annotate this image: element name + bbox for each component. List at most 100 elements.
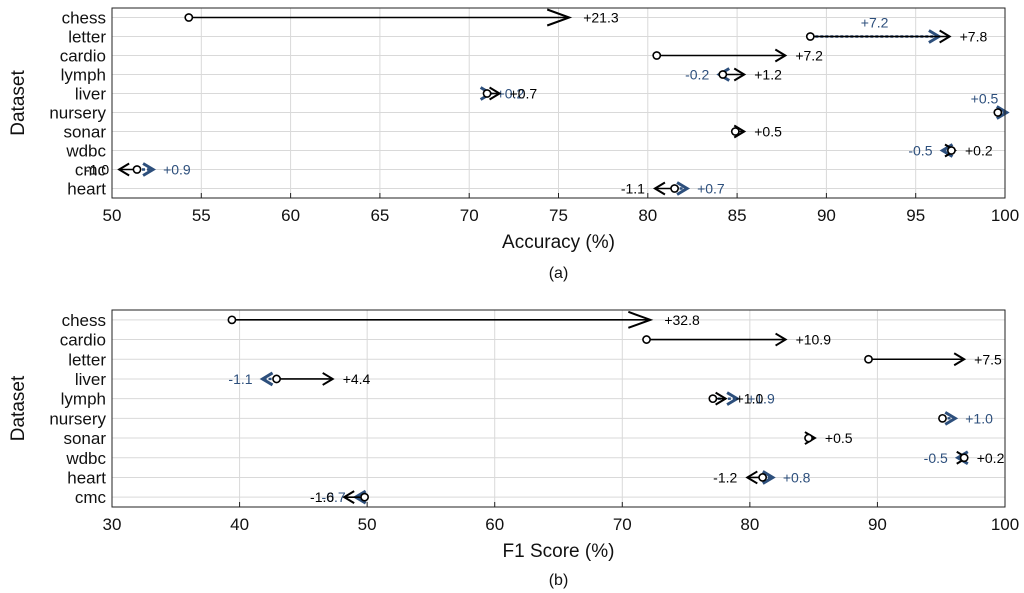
primary-delta-label-cmc: -1.0 xyxy=(85,162,109,178)
panel-b-f1: -1.1+1.9+1.0-0.5+0.8-0.7+32.8+10.9+7.5+4… xyxy=(8,309,1020,589)
secondary-delta-label-cmc: +0.9 xyxy=(163,162,191,178)
x-tick-label: 40 xyxy=(230,515,249,534)
x-tick-label: 70 xyxy=(460,206,479,225)
x-tick-label: 75 xyxy=(549,206,568,225)
primary-delta-label-chess: +21.3 xyxy=(583,10,619,26)
x-tick-label: 95 xyxy=(906,206,925,225)
primary-delta-label-lymph: +1.0 xyxy=(736,391,764,407)
secondary-delta-label-nursery: +0.5 xyxy=(971,91,999,107)
primary-arrowhead-liver xyxy=(322,372,335,386)
y-tick-label-heart: heart xyxy=(67,468,106,487)
start-marker-cardio xyxy=(652,51,662,60)
primary-delta-label-liver: +0.7 xyxy=(510,86,538,102)
primary-delta-label-wdbc: +0.2 xyxy=(977,450,1005,466)
secondary-arrowhead-heart xyxy=(676,181,691,196)
x-tick-labels-b: 30 40 50 60 70 80 90 100 xyxy=(103,515,1020,534)
primary-delta-label-wdbc: +0.2 xyxy=(965,143,993,159)
marks-b: -1.1+1.9+1.0-0.5+0.8-0.7+32.8+10.9+7.5+4… xyxy=(227,310,1005,505)
secondary-delta-label-liver: -1.1 xyxy=(228,371,252,387)
secondary-delta-label-liver: +0.2 xyxy=(497,86,525,102)
y-tick-label-chess: chess xyxy=(62,9,106,28)
secondary-delta-label-lymph: -0.2 xyxy=(685,67,709,83)
start-marker-sonar xyxy=(804,433,813,443)
primary-delta-label-letter: +7.5 xyxy=(974,351,1002,367)
start-marker-chess xyxy=(227,315,237,325)
primary-delta-label-sonar: +0.5 xyxy=(825,430,853,446)
x-tick-label: 85 xyxy=(728,206,747,225)
x-axis-label-b: F1 Score (%) xyxy=(503,541,615,562)
start-marker-cmc xyxy=(132,165,142,174)
secondary-arrowhead-lymph xyxy=(726,391,741,406)
primary-delta-label-heart: -1.2 xyxy=(713,469,737,485)
secondary-delta-label-lymph: +1.9 xyxy=(747,391,775,407)
x-tick-label: 80 xyxy=(638,206,657,225)
y-tick-label-lymph: lymph xyxy=(61,390,106,409)
primary-arrowhead-heart xyxy=(745,470,758,485)
x-tick-label: 70 xyxy=(613,515,632,534)
start-marker-liver xyxy=(272,374,281,384)
start-marker-letter xyxy=(864,354,873,364)
primary-arrowhead-cardio xyxy=(775,332,788,347)
y-tick-label-liver: liver xyxy=(75,370,107,389)
y-tick-label-liver: liver xyxy=(75,85,107,104)
primary-arrowhead-sonar xyxy=(733,124,747,139)
secondary-delta-label-nursery: +1.0 xyxy=(965,410,993,426)
primary-arrowhead-chess xyxy=(546,8,573,27)
primary-delta-label-cardio: +10.9 xyxy=(796,332,832,348)
x-tick-label: 60 xyxy=(281,206,300,225)
start-marker-liver xyxy=(482,89,492,98)
start-marker-lymph xyxy=(708,394,718,404)
primary-delta-label-lymph: +1.2 xyxy=(754,67,782,83)
marks-a: +7.2 -0.2 +0.2 +0.5 -0.5 +0.9 +0.7 +21.3 +7.8 +7.… xyxy=(85,8,1010,197)
start-marker-letter xyxy=(805,32,815,41)
y-tick-label-wdbc: wdbc xyxy=(65,449,106,468)
x-tick-label: 100 xyxy=(991,515,1019,534)
y-tick-label-lymph: lymph xyxy=(61,66,106,85)
y-axis-label-a: Dataset xyxy=(8,70,29,136)
primary-delta-label-heart: -1.1 xyxy=(621,181,645,197)
start-marker-heart xyxy=(758,473,768,482)
secondary-delta-label-wdbc: -0.5 xyxy=(924,450,948,466)
y-tick-label-heart: heart xyxy=(67,180,106,199)
y-tick-label-sonar: sonar xyxy=(63,429,106,448)
x-tick-label: 80 xyxy=(740,515,759,534)
x-tick-label: 100 xyxy=(991,206,1019,225)
x-tick-label: 50 xyxy=(358,515,377,534)
y-tick-labels-b: chesscardioletterliverlymphnurserysonarw… xyxy=(49,311,106,507)
y-tick-label-chess: chess xyxy=(62,311,106,330)
primary-arrowhead-letter xyxy=(939,29,952,44)
plot-frame-a xyxy=(111,7,1006,199)
grid-a xyxy=(111,8,1006,198)
x-tick-label: 60 xyxy=(485,515,504,534)
y-tick-label-wdbc: wdbc xyxy=(65,142,106,161)
primary-arrowhead-lymph xyxy=(733,67,747,82)
start-marker-chess xyxy=(184,13,194,22)
secondary-arrowhead-liver xyxy=(259,371,274,387)
primary-arrowhead-chess xyxy=(628,310,654,329)
start-marker-cardio xyxy=(642,335,651,344)
grid-b xyxy=(111,310,1006,507)
start-marker-wdbc xyxy=(959,453,969,463)
start-marker-nursery xyxy=(993,108,1003,117)
y-tick-label-nursery: nursery xyxy=(49,409,106,428)
start-marker-heart xyxy=(670,184,679,193)
primary-delta-label-sonar: +0.5 xyxy=(754,124,782,140)
secondary-delta-label-letter: +7.2 xyxy=(861,15,889,31)
y-tick-label-letter: letter xyxy=(68,350,106,369)
start-marker-cmc xyxy=(360,492,369,502)
x-axis-label-a: Accuracy (%) xyxy=(502,232,615,253)
primary-delta-label-cmc: -1.6 xyxy=(310,489,334,505)
primary-arrowhead-letter xyxy=(953,352,967,367)
y-tick-label-sonar: sonar xyxy=(63,123,106,142)
panel-label-b: (b) xyxy=(549,572,569,589)
x-tick-label: 65 xyxy=(370,206,389,225)
y-tick-label-letter: letter xyxy=(68,28,106,47)
x-tick-label: 90 xyxy=(868,515,887,534)
start-marker-nursery xyxy=(938,413,947,423)
primary-delta-label-liver: +4.4 xyxy=(343,371,371,387)
x-tick-label: 50 xyxy=(103,206,122,225)
primary-arrowhead-heart xyxy=(653,181,666,196)
secondary-arrowhead-cmc xyxy=(142,162,156,177)
start-marker-lymph xyxy=(718,70,728,79)
